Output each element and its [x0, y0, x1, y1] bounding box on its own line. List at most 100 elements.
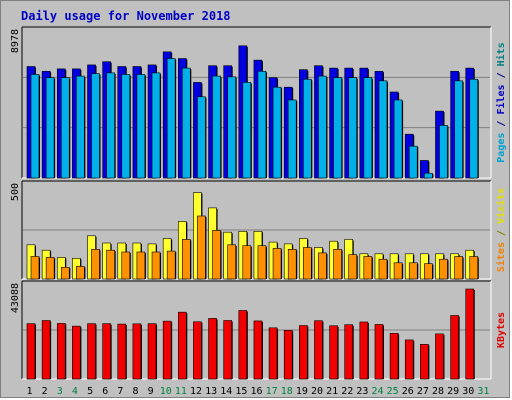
bar-hits-files-15 — [242, 82, 252, 179]
bar-visits-sites-14 — [227, 244, 236, 280]
bar-hits-files-20 — [318, 75, 327, 179]
bar-hits-files-9 — [151, 72, 161, 179]
bar-hits-files-8 — [136, 74, 146, 179]
bar-hits-files-26 — [408, 145, 418, 179]
x-tick-label-17: 17 — [266, 386, 278, 397]
bar-hits-files-3 — [60, 77, 70, 179]
bar-kbytes-kbytes-20 — [314, 320, 323, 380]
bar-visits-sites-9 — [151, 251, 161, 280]
bar-hits-files-29 — [454, 80, 463, 179]
bar-kbytes-kbytes-11 — [177, 311, 187, 380]
bar-hits-files-4 — [76, 75, 85, 179]
bar-visits-sites-28 — [439, 258, 448, 280]
bar-hits-files-21 — [333, 77, 342, 179]
bar-visits-sites-25 — [393, 262, 403, 280]
x-tick-label-10: 10 — [160, 386, 172, 397]
bar-hits-files-27 — [424, 172, 433, 179]
bar-visits-sites-13 — [212, 230, 221, 280]
bar-kbytes-kbytes-2 — [41, 320, 51, 380]
x-tick-label-6: 6 — [102, 386, 108, 397]
axis-title-part: / — [496, 224, 507, 242]
x-tick-label-5: 5 — [87, 386, 93, 397]
ymax-label-kbytes: 43088 — [10, 283, 21, 313]
bar-hits-files-18 — [287, 99, 297, 179]
x-tick-label-19: 19 — [296, 386, 308, 397]
axis-title-part: Files — [495, 84, 507, 114]
bar-hits-files-17 — [272, 86, 282, 179]
bar-hits-files-22 — [348, 77, 358, 179]
x-tick-label-28: 28 — [432, 386, 444, 397]
bar-visits-sites-22 — [348, 254, 358, 280]
bar-visits-sites-16 — [257, 245, 267, 280]
bar-kbytes-kbytes-27 — [420, 344, 429, 380]
bar-kbytes-kbytes-6 — [102, 323, 111, 380]
axis-title-part: Visits — [495, 188, 507, 224]
bar-hits-files-12 — [197, 96, 206, 179]
bar-kbytes-kbytes-29 — [450, 315, 459, 380]
bar-kbytes-kbytes-5 — [87, 323, 96, 380]
bar-visits-sites-26 — [408, 262, 418, 280]
bar-visits-sites-7 — [121, 251, 131, 280]
bar-hits-files-19 — [303, 78, 312, 179]
bar-hits-files-10 — [166, 58, 176, 179]
x-tick-label-7: 7 — [117, 386, 123, 397]
x-tick-label-1: 1 — [27, 386, 33, 397]
bar-hits-files-2 — [45, 77, 55, 179]
bar-visits-sites-20 — [318, 252, 327, 280]
bar-hits-files-14 — [227, 76, 236, 179]
bar-visits-sites-30 — [469, 256, 479, 280]
bar-visits-sites-24 — [378, 258, 388, 280]
bar-hits-files-28 — [439, 125, 448, 179]
bar-visits-sites-18 — [287, 249, 297, 280]
x-tick-label-23: 23 — [356, 386, 368, 397]
ymax-label-hits: 8978 — [10, 29, 21, 53]
bar-visits-sites-29 — [454, 256, 463, 280]
x-tick-label-9: 9 — [148, 386, 154, 397]
x-tick-label-29: 29 — [447, 386, 459, 397]
x-tick-label-26: 26 — [402, 386, 414, 397]
bar-kbytes-kbytes-19 — [299, 325, 308, 380]
axis-title-part: KBytes — [496, 312, 507, 348]
bar-kbytes-kbytes-25 — [389, 332, 399, 380]
bar-visits-sites-17 — [272, 248, 282, 280]
bar-kbytes-kbytes-8 — [132, 323, 142, 380]
axis-title-part: / — [496, 66, 507, 84]
bar-visits-sites-21 — [333, 249, 342, 280]
bar-kbytes-kbytes-9 — [147, 323, 157, 380]
axis-title-kbytes: KBytes — [496, 312, 507, 348]
x-tick-label-8: 8 — [132, 386, 138, 397]
bar-visits-sites-2 — [45, 257, 55, 280]
x-tick-label-31: 31 — [477, 386, 489, 397]
x-tick-label-3: 3 — [57, 386, 63, 397]
x-tick-label-4: 4 — [72, 386, 78, 397]
bar-kbytes-kbytes-12 — [193, 321, 202, 380]
x-tick-label-25: 25 — [387, 386, 399, 397]
x-tick-label-27: 27 — [417, 386, 429, 397]
bar-kbytes-kbytes-7 — [117, 323, 127, 380]
x-tick-label-18: 18 — [281, 386, 293, 397]
bar-kbytes-kbytes-13 — [208, 318, 217, 380]
bar-kbytes-kbytes-3 — [56, 323, 66, 380]
axis-title-visits: Sites / Visits — [495, 188, 507, 272]
bar-hits-files-5 — [91, 73, 100, 179]
bar-kbytes-kbytes-10 — [162, 320, 172, 380]
bar-kbytes-kbytes-18 — [283, 330, 293, 380]
bar-visits-sites-27 — [424, 263, 433, 280]
bar-visits-sites-10 — [166, 250, 176, 280]
bar-visits-sites-15 — [242, 245, 252, 280]
bar-kbytes-kbytes-16 — [253, 320, 263, 380]
chart-title: Daily usage for November 2018 — [21, 9, 231, 23]
bar-hits-files-1 — [30, 74, 40, 179]
bar-kbytes-kbytes-15 — [238, 310, 248, 380]
x-tick-label-30: 30 — [462, 386, 474, 397]
x-tick-label-24: 24 — [372, 386, 384, 397]
bar-hits-files-11 — [181, 67, 191, 179]
x-tick-label-2: 2 — [42, 386, 48, 397]
bar-hits-files-24 — [378, 80, 388, 179]
bar-hits-files-25 — [393, 99, 403, 179]
bar-hits-files-6 — [106, 72, 115, 179]
bar-kbytes-kbytes-4 — [72, 325, 81, 380]
bar-hits-files-13 — [212, 75, 221, 179]
bar-visits-sites-5 — [91, 249, 100, 280]
